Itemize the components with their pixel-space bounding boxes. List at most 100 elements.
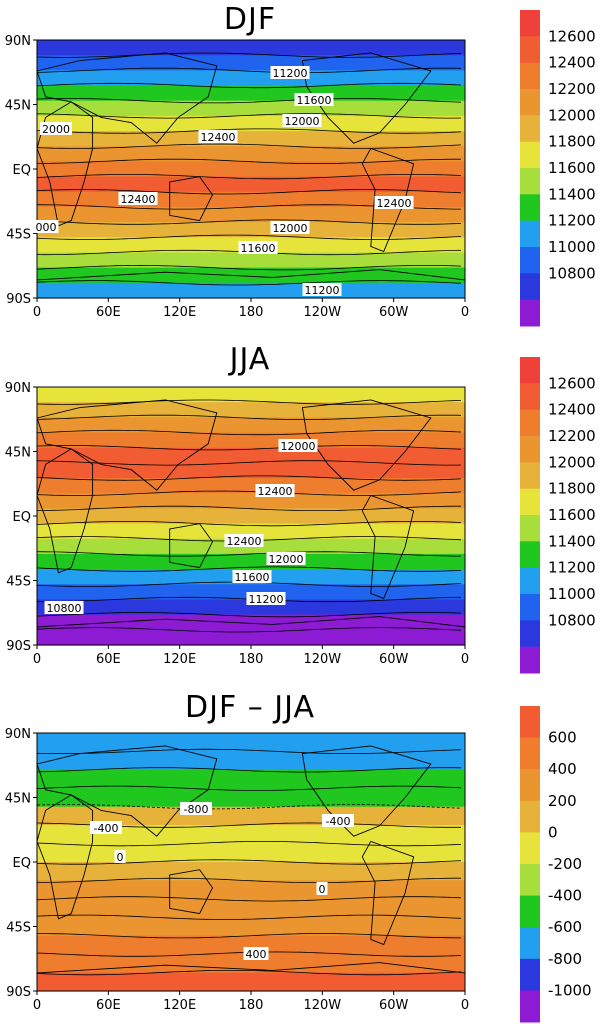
contour-label-text: 11600 (235, 571, 270, 584)
contour-line (36, 566, 462, 572)
contour-label: 12400 (118, 192, 158, 206)
contour-line (36, 189, 462, 195)
coastline (361, 840, 415, 946)
panel-difference: DJF – JJA -800 -400 -400 0 0 400 90N 45N EQ 45S 90… (0, 690, 603, 1024)
contour-label: 12000 (282, 114, 322, 128)
legend-swatch (520, 409, 540, 437)
contour-label-bg (270, 66, 310, 79)
color-band (37, 282, 465, 299)
contour-label: -400 (90, 821, 122, 835)
legend-label: 400 (548, 760, 577, 778)
contour-label-bg (294, 93, 334, 106)
coastline (36, 794, 94, 920)
contour-label-bg (224, 534, 264, 547)
coastline (36, 962, 466, 974)
coastline (36, 269, 466, 281)
y-tick-label: 45N (5, 99, 31, 114)
contour-label-bg (243, 947, 269, 960)
contour-line (36, 490, 462, 496)
contour-label: 11600 (232, 570, 272, 584)
legend-label: 11200 (548, 559, 596, 577)
contour-label-text: 10800 (47, 602, 82, 615)
legend-label: 11600 (548, 159, 596, 177)
contour-label-bg (282, 114, 322, 127)
legend-swatch (520, 646, 540, 674)
color-band (37, 432, 465, 449)
color-band (37, 493, 465, 509)
legend-label: -800 (548, 950, 582, 968)
x-tick-label: 60W (379, 998, 409, 1013)
contour-line (36, 414, 462, 421)
color-band (37, 402, 465, 418)
contour-label: 10800 (44, 601, 84, 615)
contour-label-text: 12400 (121, 193, 156, 206)
color-band (37, 806, 465, 826)
color-band (37, 206, 465, 223)
legend-swatch (520, 864, 540, 897)
x-tick-label: 0 (461, 998, 469, 1013)
contour-label-bg (270, 221, 310, 234)
color-band (37, 788, 465, 808)
legend-swatch (520, 515, 540, 542)
legend-swatch (520, 706, 540, 739)
legend-label: 12000 (548, 453, 596, 471)
legend-label: 200 (548, 792, 577, 810)
contour-label-bg (255, 484, 295, 497)
contour-label-bg (302, 283, 342, 296)
y-tick-label: 90N (5, 34, 31, 49)
legend-label: 11400 (548, 185, 596, 203)
contour-line (36, 460, 462, 466)
legend-label: 12000 (548, 106, 596, 124)
legend-label: 600 (548, 729, 577, 747)
contour-lines (36, 399, 462, 633)
legend-label: 11800 (548, 480, 596, 498)
color-band (37, 417, 465, 434)
color-band (37, 825, 465, 845)
coastline (301, 745, 432, 837)
legend-label: -600 (548, 918, 582, 936)
contour-label-bg (44, 601, 84, 614)
panel-title: DJF – JJA (185, 690, 315, 725)
color-band (37, 769, 465, 789)
contour-label-bg (266, 552, 306, 565)
contour-label-bg (316, 882, 328, 895)
legend-swatch (520, 832, 540, 865)
color-band (37, 85, 465, 102)
contour-line (36, 82, 462, 89)
color-band (37, 161, 465, 178)
color-band (37, 252, 465, 269)
contour-label: 12400 (224, 534, 264, 548)
coastline (36, 448, 94, 574)
contour-label: 12000 (278, 439, 318, 453)
contour-line (36, 505, 461, 511)
color-band (37, 146, 465, 162)
contour-label-text: 11200 (305, 284, 340, 297)
contour-line (36, 234, 462, 240)
legend-label: 11800 (548, 133, 596, 151)
legend-swatch (520, 927, 540, 960)
color-band (37, 70, 465, 87)
contour-label-text: 400 (246, 948, 267, 961)
color-band (37, 599, 465, 616)
legend-swatch (520, 594, 540, 621)
x-tick-label: 60E (96, 652, 121, 667)
color-band (37, 629, 465, 646)
legend-swatch (520, 383, 540, 411)
color-band (37, 954, 465, 974)
color-bands (37, 40, 465, 299)
legend-label: 0 (548, 823, 558, 841)
contour-label-text: 12000 (269, 553, 304, 566)
legend-label: 11400 (548, 532, 596, 550)
coastline (36, 52, 218, 144)
legend-swatch (520, 36, 540, 64)
color-band (37, 131, 465, 147)
color-band (37, 972, 465, 992)
contour-label-text: 12400 (201, 131, 236, 144)
contour-label-text: 0 (117, 851, 124, 864)
contour-label-bg (33, 220, 59, 233)
y-tick-label: 45S (6, 228, 31, 243)
legend-label: -400 (548, 887, 582, 905)
contour-line (36, 219, 462, 225)
contour-line (36, 896, 462, 902)
contour-label-text: 12000 (285, 115, 320, 128)
